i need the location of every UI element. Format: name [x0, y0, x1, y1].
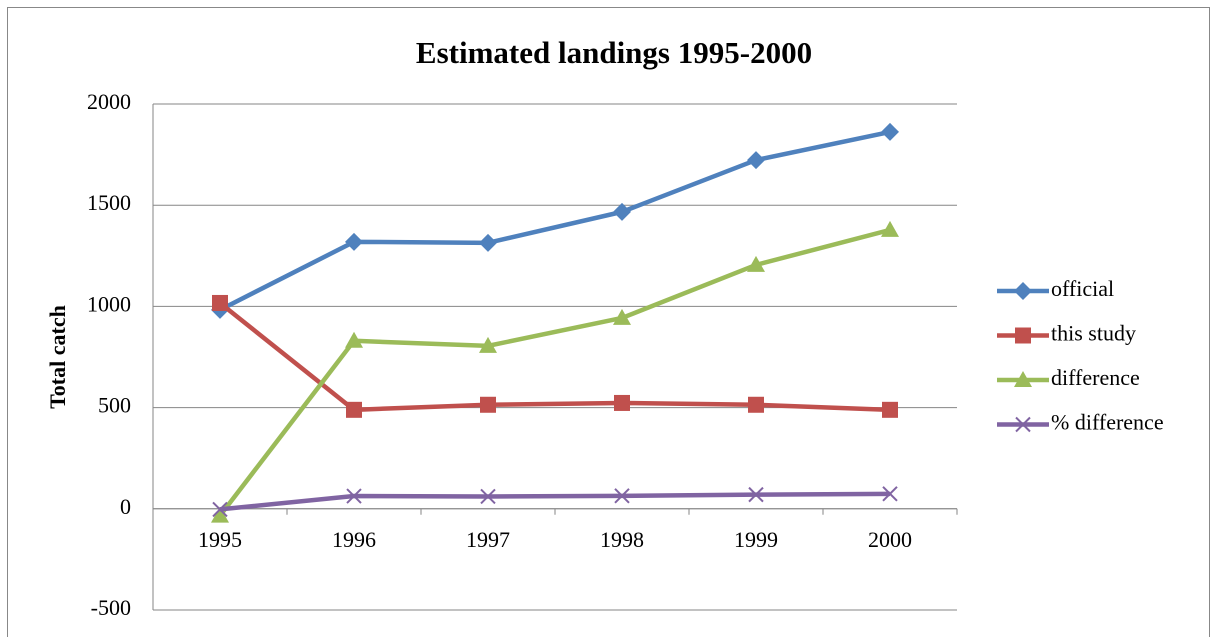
series-line [219, 491, 891, 512]
x-tick-label: 1999 [734, 527, 778, 552]
marker [882, 486, 898, 502]
legend-label: this study [1051, 321, 1136, 346]
series-line [218, 301, 891, 413]
marker [748, 396, 764, 413]
marker [747, 151, 765, 170]
legend-label: official [1051, 276, 1114, 301]
marker [211, 506, 229, 523]
x-tick-label: 1998 [600, 527, 644, 552]
marker [614, 488, 630, 504]
y-tick-label: -500 [91, 595, 131, 620]
legend-label: % difference [1051, 410, 1164, 435]
x-tick-label: 1995 [198, 527, 242, 552]
marker [1014, 282, 1032, 300]
y-tick-label: 500 [98, 393, 131, 418]
y-tick-label: 2000 [87, 89, 131, 114]
marker [479, 233, 497, 252]
chart-title: Estimated landings 1995-2000 [416, 35, 812, 70]
y-tick-label: 1500 [87, 190, 131, 215]
marker [1015, 327, 1031, 344]
x-tick-label: 2000 [868, 527, 912, 552]
marker [882, 401, 898, 418]
marker [480, 396, 496, 413]
marker [1014, 371, 1032, 387]
series-line [218, 129, 891, 312]
marker [212, 501, 228, 518]
marker [345, 232, 363, 251]
marker [881, 220, 899, 237]
y-axis-title: Total catch [45, 305, 70, 409]
marker [881, 122, 899, 141]
marker [1015, 416, 1031, 433]
marker [346, 401, 362, 418]
legend-label: difference [1051, 365, 1140, 390]
marker [212, 294, 228, 311]
marker [613, 202, 631, 221]
marker [480, 488, 496, 505]
marker [479, 336, 497, 353]
marker [613, 308, 631, 325]
series-line [218, 227, 891, 518]
y-tick-label: 1000 [87, 291, 131, 316]
marker [345, 331, 363, 348]
marker [614, 394, 630, 411]
y-tick-label: 0 [120, 494, 131, 519]
x-tick-label: 1997 [466, 527, 510, 552]
marker [747, 255, 765, 272]
x-tick-label: 1996 [332, 527, 376, 552]
marker [748, 486, 764, 503]
marker [346, 488, 362, 504]
